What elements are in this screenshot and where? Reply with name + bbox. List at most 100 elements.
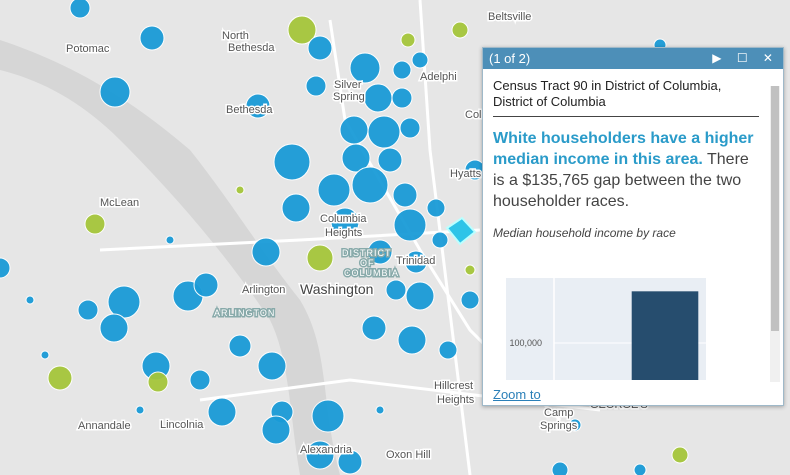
popup-content: Census Tract 90 in District of Columbia,…: [493, 78, 759, 380]
tract-symbol: [426, 198, 446, 218]
place-label: Beltsville: [488, 11, 531, 23]
place-label: Springs: [540, 420, 578, 432]
popup-text: White householders have a higher median …: [493, 128, 759, 212]
tract-symbol: [77, 299, 99, 321]
tract-symbol: [438, 340, 458, 360]
chart: 100,000: [506, 278, 706, 380]
tract-symbol: [306, 244, 334, 272]
place-label: Heights: [325, 227, 363, 239]
place-label: Trinidad: [396, 255, 435, 267]
popup-header: (1 of 2) ▶ ☐ ✕: [483, 48, 783, 69]
chart-title: Median household income by race: [493, 226, 676, 240]
headline: White householders have a higher median …: [493, 130, 754, 168]
tract-symbol: [135, 405, 145, 415]
tract-symbol: [349, 52, 381, 84]
tract-symbol: [193, 272, 219, 298]
place-label: Bethesda: [226, 104, 273, 116]
place-label: McLean: [100, 197, 139, 209]
tract-symbol: [551, 461, 569, 475]
tract-symbol: [189, 369, 211, 391]
place-label: Hyatts: [450, 168, 482, 180]
tract-symbol: [411, 51, 429, 69]
place-label: Camp: [544, 407, 573, 419]
place-label: Annandale: [78, 420, 131, 432]
place-label: Heights: [437, 394, 475, 406]
tract-symbol: [25, 295, 35, 305]
place-label: Arlington: [242, 284, 285, 296]
place-label: Adelphi: [420, 71, 457, 83]
popup: (1 of 2) ▶ ☐ ✕ Census Tract 90 in Distric…: [482, 47, 784, 406]
tract-symbol: [633, 463, 647, 475]
place-label: Col: [465, 109, 482, 121]
tract-symbol: [147, 371, 169, 393]
tract-symbol: [228, 334, 252, 358]
place-label: Potomac: [66, 43, 110, 55]
place-label: Columbia: [320, 213, 367, 225]
scroll-thumb[interactable]: [771, 86, 779, 331]
tract-symbol: [311, 399, 345, 433]
tract-symbol: [165, 235, 175, 245]
tract-symbol: [235, 185, 245, 195]
place-label: DISTRICT: [342, 248, 392, 258]
tract-symbol: [375, 405, 385, 415]
tract-symbol: [341, 143, 371, 173]
tract-symbol: [0, 257, 11, 279]
tract-symbol: [99, 313, 129, 343]
tract-symbol: [431, 231, 449, 249]
tract-symbol: [273, 143, 311, 181]
place-label: Oxon Hill: [386, 449, 431, 461]
tract-symbol: [99, 76, 131, 108]
tract-symbol: [460, 290, 480, 310]
tract-symbol: [307, 35, 333, 61]
place-label: Spring: [333, 91, 365, 103]
place-label: Lincolnia: [160, 419, 204, 431]
place-label: Bethesda: [228, 42, 275, 54]
tract-symbol: [392, 60, 412, 80]
tract-symbol: [451, 21, 469, 39]
place-label: OF: [360, 258, 375, 268]
roads: [99, 0, 601, 475]
zoom-to[interactable]: Zoom to: [493, 387, 541, 402]
y-tick-label: 100,000: [509, 338, 542, 348]
tract-symbol: [405, 281, 435, 311]
tract-symbol: [351, 166, 389, 204]
tract-symbol: [47, 365, 73, 391]
tract-symbol: [400, 32, 416, 48]
tract-symbol: [671, 446, 689, 464]
place-label: Hillcrest: [434, 380, 473, 392]
bar: [631, 291, 699, 380]
tract-symbol: [367, 239, 393, 265]
tract-symbol: [305, 75, 327, 97]
tract-symbol: [337, 449, 363, 475]
tract-symbol: [377, 147, 403, 173]
selected-tract: [445, 216, 477, 246]
tract-symbol: [568, 418, 582, 432]
place-label: COLUMBIA: [344, 268, 399, 278]
tract-symbol: [397, 325, 427, 355]
tract-symbol: [464, 264, 476, 276]
tract-symbol: [339, 115, 369, 145]
tract-symbol: [404, 250, 428, 274]
scrollbar[interactable]: [770, 86, 780, 382]
place-label: Silver: [334, 79, 362, 91]
popup-title: Census Tract 90 in District of Columbia,…: [493, 78, 759, 117]
river: [0, 40, 340, 475]
tract-symbol: [305, 440, 335, 470]
tract-symbol: [287, 15, 317, 45]
pager: (1 of 2): [489, 51, 531, 66]
place-label: Alexandria: [300, 444, 353, 456]
tract-symbol: [361, 315, 387, 341]
tract-symbol: [251, 237, 281, 267]
tract-symbol: [367, 115, 401, 149]
tract-symbol: [261, 415, 291, 445]
tract-symbol: [391, 87, 413, 109]
popup-controls[interactable]: ▶ ☐ ✕: [712, 51, 779, 65]
tract-symbol: [317, 173, 351, 207]
tract-symbol: [392, 182, 418, 208]
tract-symbol: [393, 208, 427, 242]
tract-symbol: [385, 279, 407, 301]
tract-symbol: [257, 351, 287, 381]
tract-symbol: [69, 0, 91, 19]
